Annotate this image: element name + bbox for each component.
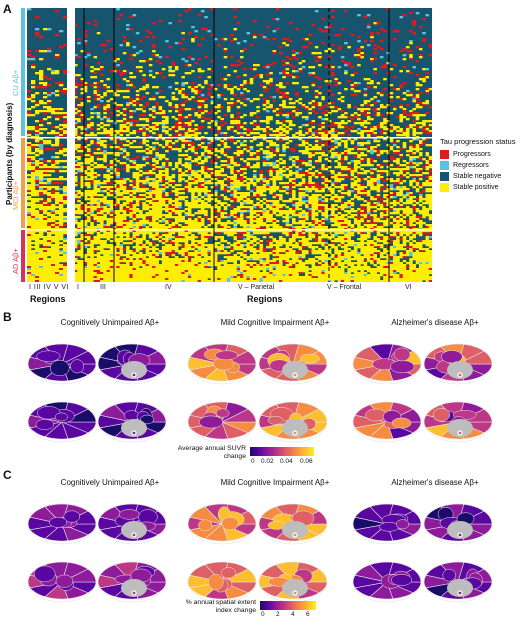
- panel-c-tick: 4: [291, 611, 295, 618]
- legend-swatch: [440, 183, 449, 192]
- panel-b-tick: 0.02: [261, 458, 274, 465]
- panel-c-colorbar: [260, 601, 316, 610]
- panel-b-tick: 0.04: [280, 458, 293, 465]
- legend-label: Stable negative: [453, 173, 502, 180]
- group-label-ad: AD Aβ+: [11, 248, 20, 274]
- region-label-5p: V – Parietal: [238, 284, 275, 291]
- left-regions-title: Regions: [30, 294, 66, 304]
- region-label-5f: V – Frontal: [327, 284, 362, 291]
- panel-c-tick: 6: [306, 611, 310, 618]
- panel-b-tick: 0: [251, 458, 255, 465]
- panel-c-brains: [27, 503, 493, 603]
- panel-b-colorbar: [250, 447, 314, 456]
- legend-title: Tau progression status: [440, 137, 516, 146]
- legend-swatch: [440, 161, 449, 170]
- panel-b-title-mci: Mild Cognitive Impairment Aβ+: [220, 318, 330, 327]
- legend-item: Regressors: [440, 160, 518, 171]
- region-label-6: VI: [405, 284, 412, 291]
- panel-b-tick: 0.06: [300, 458, 313, 465]
- legend: Tau progression status Progressors Regre…: [440, 137, 518, 193]
- panel-c-colorbar-title: % annual spatial extent index change: [185, 599, 256, 614]
- panel-c-letter: C: [3, 468, 12, 482]
- heatmap-right: [74, 8, 432, 282]
- legend-item: Stable negative: [440, 171, 518, 182]
- group-bar-cu: [21, 8, 25, 136]
- panel-b-colorbar-title: Average annual SUVR change: [177, 445, 246, 460]
- group-label-cu: CU Aβ+: [11, 69, 20, 96]
- region-label-4: IV: [165, 284, 172, 291]
- panel-c-title-cu: Cognitively Unimpaired Aβ+: [60, 478, 160, 487]
- region-label-1: I: [77, 284, 79, 291]
- left-region-labels: I III IV V VI: [29, 284, 69, 291]
- panel-c-tick: 2: [276, 611, 280, 618]
- group-bar-mci: [21, 138, 25, 228]
- panel-b-letter: B: [3, 310, 12, 324]
- legend-label: Regressors: [453, 162, 489, 169]
- right-regions-title: Regions: [247, 294, 283, 304]
- legend-swatch: [440, 172, 449, 181]
- heatmap-left: [27, 8, 67, 282]
- legend-item: Stable positive: [440, 182, 518, 193]
- panel-c-title-mci: Mild Cognitive Impairment Aβ+: [220, 478, 330, 487]
- panel-b-title-cu: Cognitively Unimpaired Aβ+: [60, 318, 160, 327]
- group-bar-ad: [21, 230, 25, 282]
- panel-b-brains: [27, 343, 493, 443]
- region-label-3: III: [100, 284, 106, 291]
- panel-b-title-ad: Alzheimer's disease Aβ+: [391, 318, 479, 327]
- panel-c-title-ad: Alzheimer's disease Aβ+: [391, 478, 479, 487]
- legend-label: Progressors: [453, 151, 491, 158]
- panel-c-tick: 0: [261, 611, 265, 618]
- group-label-mci: MCI Aβ+: [11, 180, 20, 210]
- legend-label: Stable positive: [453, 184, 499, 191]
- panel-a-letter: A: [3, 2, 12, 16]
- legend-swatch: [440, 150, 449, 159]
- legend-item: Progressors: [440, 149, 518, 160]
